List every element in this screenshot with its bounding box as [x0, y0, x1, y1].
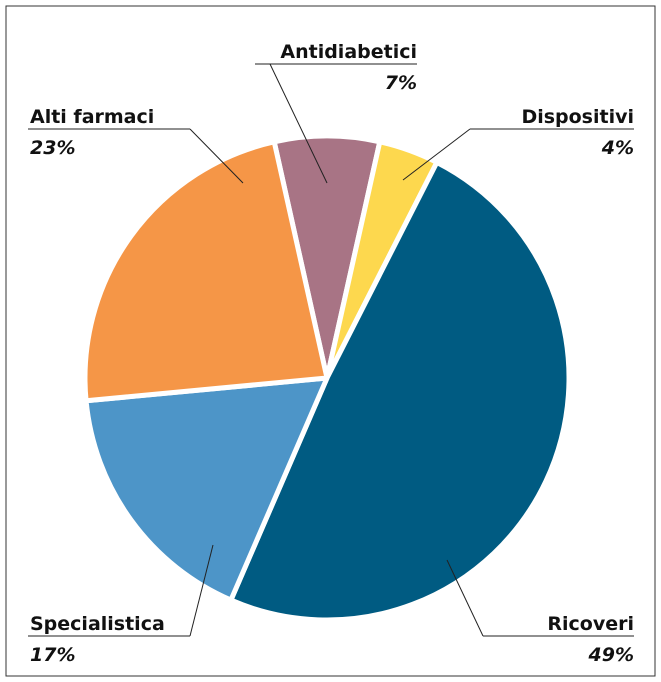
leader-line	[402, 128, 471, 181]
slice-label: Ricoveri	[547, 613, 634, 635]
pie-slice	[83, 375, 330, 603]
slice-label: Dispositivi	[521, 106, 634, 128]
slice-value: 7%	[385, 72, 417, 94]
leader-line	[189, 128, 244, 184]
leader-line	[269, 63, 328, 184]
slice-value: 4%	[601, 137, 634, 159]
pie-slice	[82, 139, 330, 404]
slice-label: Antidiabetici	[280, 41, 417, 63]
leader-line	[189, 544, 214, 637]
slice-value: 17%	[30, 644, 75, 666]
slice-value: 23%	[30, 137, 75, 159]
slice-label: Alti farmaci	[30, 106, 154, 128]
slice-value: 49%	[588, 644, 634, 666]
slice-label: Specialistica	[30, 613, 165, 635]
pie-slice	[228, 159, 572, 623]
leader-line	[446, 559, 484, 637]
